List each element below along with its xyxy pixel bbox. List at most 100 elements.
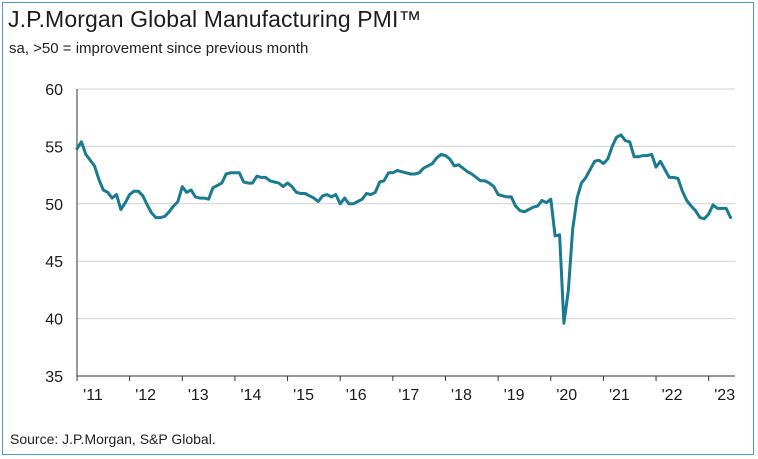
- data-point: [466, 171, 468, 173]
- data-point: [554, 235, 556, 237]
- data-point: [703, 218, 705, 220]
- data-point: [659, 160, 662, 162]
- data-point: [708, 213, 710, 215]
- data-point: [550, 198, 552, 200]
- data-point: [664, 168, 666, 170]
- data-point: [642, 155, 644, 157]
- data-point: [725, 207, 727, 209]
- data-point: [651, 153, 653, 155]
- data-point: [80, 141, 82, 143]
- data-point: [278, 182, 280, 184]
- x-tick-label: '20: [556, 387, 577, 404]
- data-point: [585, 176, 587, 178]
- data-point: [295, 191, 297, 193]
- data-point: [129, 194, 131, 196]
- y-tick-label: 55: [45, 139, 63, 156]
- data-point: [326, 194, 328, 196]
- data-point: [673, 176, 675, 178]
- data-point: [690, 205, 692, 207]
- data-point: [716, 207, 719, 209]
- source-note: Source: J.P.Morgan, S&P Global.: [10, 431, 216, 447]
- x-tick-label: '17: [398, 387, 419, 404]
- data-point: [107, 191, 109, 193]
- data-point: [260, 176, 262, 178]
- data-point: [624, 140, 627, 142]
- y-tick-label: 40: [45, 312, 63, 329]
- data-point: [230, 172, 232, 174]
- data-point: [488, 182, 490, 184]
- chart-frame: [2, 2, 754, 455]
- data-point: [396, 169, 398, 172]
- chart-subtitle: sa, >50 = improvement since previous mon…: [9, 40, 309, 57]
- data-point: [392, 172, 394, 174]
- data-point: [532, 206, 534, 208]
- data-point: [712, 204, 714, 206]
- data-point: [422, 167, 425, 169]
- data-point: [444, 155, 447, 157]
- data-point: [620, 134, 622, 136]
- data-point: [629, 141, 631, 143]
- data-point: [172, 205, 175, 207]
- data-point: [234, 172, 236, 174]
- data-point: [304, 192, 306, 195]
- data-point: [208, 198, 210, 200]
- data-point: [111, 197, 113, 199]
- data-point: [102, 189, 104, 191]
- data-point: [330, 196, 332, 198]
- x-tick-label: '14: [240, 387, 261, 404]
- data-point: [352, 203, 354, 205]
- data-point: [559, 234, 561, 236]
- data-point: [159, 217, 161, 219]
- data-point: [580, 182, 583, 184]
- x-tick-label: '23: [714, 387, 735, 404]
- data-point: [317, 200, 319, 203]
- x-tick-label: '18: [451, 387, 472, 404]
- data-point: [186, 191, 188, 193]
- data-point: [199, 197, 201, 199]
- data-point: [251, 182, 253, 184]
- data-point: [668, 176, 670, 178]
- data-point: [124, 202, 126, 204]
- data-point: [471, 173, 473, 175]
- chart-title: J.P.Morgan Global Manufacturing PMI™: [8, 6, 422, 32]
- data-point: [216, 184, 218, 186]
- data-point: [212, 187, 214, 189]
- data-point: [594, 160, 596, 162]
- y-tick-label: 35: [45, 369, 63, 386]
- data-point: [225, 173, 227, 175]
- data-point: [699, 217, 701, 219]
- data-point: [344, 197, 346, 199]
- axes: [76, 89, 735, 381]
- data-point: [300, 192, 302, 195]
- series-line: [75, 133, 733, 325]
- data-point: [287, 182, 289, 184]
- data-point: [616, 136, 618, 138]
- data-point: [85, 153, 87, 155]
- data-point: [506, 196, 508, 198]
- data-point: [528, 208, 530, 211]
- data-point: [440, 153, 442, 155]
- data-point: [93, 165, 96, 167]
- data-point: [637, 156, 640, 158]
- x-tick-label: '22: [662, 387, 683, 404]
- data-point: [458, 164, 460, 166]
- data-point: [247, 182, 249, 184]
- data-point: [523, 211, 526, 213]
- data-point: [383, 180, 385, 182]
- data-point: [598, 159, 600, 161]
- data-point: [243, 181, 245, 183]
- data-point: [269, 180, 271, 182]
- x-tick-label: '19: [504, 387, 525, 404]
- data-point: [431, 163, 433, 165]
- data-point: [510, 196, 512, 198]
- data-point: [572, 228, 574, 230]
- data-point: [348, 203, 350, 205]
- y-tick-label: 60: [45, 82, 63, 99]
- data-point: [436, 157, 438, 159]
- data-point: [177, 200, 179, 203]
- data-point: [646, 155, 648, 157]
- data-point: [677, 177, 679, 180]
- data-point: [151, 212, 153, 214]
- data-point: [365, 192, 368, 195]
- data-point: [409, 173, 411, 175]
